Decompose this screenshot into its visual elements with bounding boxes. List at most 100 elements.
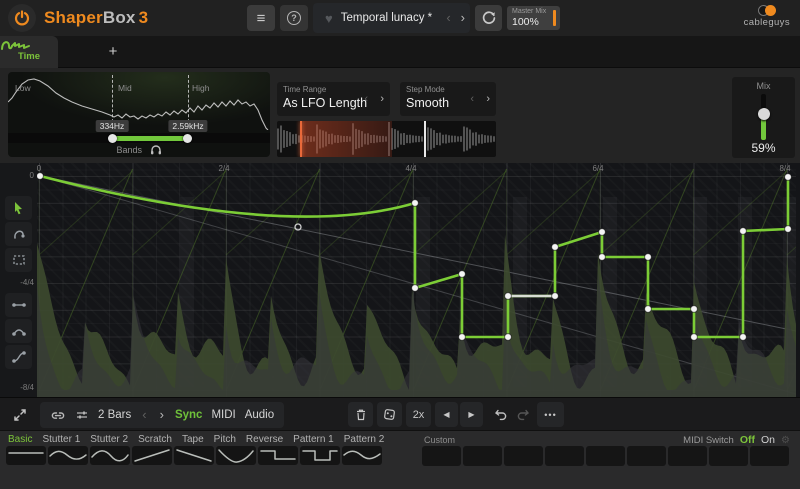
time-range-region[interactable]	[300, 121, 392, 157]
time-range-selector[interactable]: Time Range ‹ › As LFO Length	[277, 82, 390, 116]
lfo-plot-area[interactable]	[37, 163, 796, 397]
trigger-audio-option[interactable]: Audio	[244, 409, 275, 421]
trigger-sync-option[interactable]: Sync	[174, 409, 203, 421]
custom-wave-slot[interactable]	[545, 446, 584, 466]
redo-button[interactable]	[511, 402, 534, 427]
edit-tools-strip	[0, 163, 37, 397]
more-options-button[interactable]: •••	[537, 402, 564, 427]
line-segment-tool-button[interactable]	[5, 293, 32, 317]
s-curve-tool-button[interactable]	[5, 345, 32, 369]
preset-next-button[interactable]: ›	[460, 10, 465, 25]
crossover-low-line[interactable]	[112, 75, 113, 127]
timing-group: 2 Bars ‹ › Sync MIDI Audio	[40, 402, 285, 428]
midi-switch-settings-gear-icon[interactable]: ⚙	[781, 434, 790, 446]
lfo-length-value[interactable]: 2 Bars	[98, 409, 132, 421]
wave-preset-thumb-scratch[interactable]	[132, 446, 172, 465]
crossover-low-freq[interactable]: 334Hz	[95, 120, 129, 132]
add-shaper-button[interactable]: +	[108, 43, 118, 60]
marquee-select-tool-button[interactable]	[5, 248, 32, 272]
wave-preset-label-basic[interactable]: Basic	[8, 434, 33, 445]
power-button[interactable]	[8, 4, 36, 32]
wave-preset-label-tape[interactable]: Tape	[181, 434, 204, 445]
band-split-panel[interactable]: Low Mid High 334Hz 2.59kHz Bands	[8, 72, 270, 157]
menu-button[interactable]: ≡	[247, 5, 275, 31]
step-mode-selector[interactable]: Step Mode ‹ › Smooth	[400, 82, 496, 116]
mix-slider-knob[interactable]	[757, 108, 770, 120]
master-mix-slider[interactable]	[553, 10, 556, 26]
custom-wave-slot[interactable]	[668, 446, 707, 466]
time-range-region-start[interactable]	[300, 121, 302, 157]
link-icon[interactable]	[50, 409, 66, 421]
nudge-left-button[interactable]: ◀	[435, 402, 458, 427]
crossover-high-line[interactable]	[188, 75, 189, 127]
preset-browser[interactable]: ♥ Temporal lunacy * ‹ ›	[313, 3, 470, 33]
step-mode-next[interactable]: ›	[486, 93, 490, 105]
wave-preset-thumb-pitch[interactable]	[216, 446, 256, 465]
randomize-button[interactable]	[377, 402, 402, 427]
custom-wave-slot[interactable]	[504, 446, 543, 466]
midi-switch-on-option[interactable]: On	[761, 434, 776, 446]
headphones-icon[interactable]	[150, 144, 162, 155]
wave-preset-thumb-tape[interactable]	[174, 446, 214, 465]
lfo-curve-canvas[interactable]	[37, 163, 796, 397]
audio-preview-strip[interactable]	[277, 121, 496, 157]
time-range-value[interactable]: As LFO Length	[283, 96, 368, 110]
curve-pen-tool-button[interactable]	[5, 222, 32, 246]
lfo-length-next[interactable]: ›	[159, 407, 164, 422]
wave-preset-thumb-reverse[interactable]	[258, 446, 298, 465]
band-handle-low[interactable]	[108, 133, 117, 143]
favorite-heart-icon[interactable]: ♥	[325, 10, 333, 26]
bands-label: Bands	[116, 145, 142, 155]
wave-preset-label-reverse[interactable]: Reverse	[245, 434, 284, 445]
custom-wave-slot[interactable]	[750, 446, 789, 466]
step-mode-prev[interactable]: ‹	[470, 93, 474, 105]
wave-preset-thumb-basic[interactable]	[6, 446, 46, 465]
wave-preset-thumb-stutter-2[interactable]	[90, 446, 130, 465]
custom-wave-slot[interactable]	[627, 446, 666, 466]
band-range-fill[interactable]	[112, 135, 188, 141]
lfo-settings-icon[interactable]	[75, 409, 89, 421]
brand-logo[interactable]: cableguys	[744, 5, 790, 28]
lfo-length-prev[interactable]: ‹	[142, 407, 147, 422]
master-mix-control[interactable]: Master Mix 100%	[507, 6, 560, 30]
preset-prev-button[interactable]: ‹	[446, 10, 451, 25]
mix-label: Mix	[756, 81, 771, 91]
midi-switch-off-option[interactable]: Off	[739, 434, 756, 446]
custom-wave-slot[interactable]	[709, 446, 748, 466]
wave-preset-label-stutter-1[interactable]: Stutter 1	[42, 434, 81, 445]
pointer-tool-button[interactable]	[5, 196, 32, 220]
preset-name[interactable]: Temporal lunacy *	[340, 12, 433, 24]
mix-panel[interactable]: Mix 59%	[732, 77, 795, 158]
help-button[interactable]: ?	[280, 5, 308, 31]
undo-button[interactable]	[489, 402, 512, 427]
band-range-slider[interactable]	[8, 133, 270, 143]
compare-loop-button[interactable]	[475, 5, 502, 31]
custom-wave-slot[interactable]	[422, 446, 461, 466]
custom-wave-slot[interactable]	[586, 446, 625, 466]
crossover-high-freq[interactable]: 2.59kHz	[168, 120, 208, 132]
wave-preset-thumb-pattern-2[interactable]	[342, 446, 382, 465]
wave-preset-thumb-stutter-1[interactable]	[48, 446, 88, 465]
tab-time[interactable]: Time	[0, 36, 58, 68]
arc-segment-tool-button[interactable]	[5, 319, 32, 343]
fullscreen-expand-button[interactable]	[9, 404, 31, 426]
wave-preset-label-stutter-2[interactable]: Stutter 2	[90, 434, 129, 445]
wave-preset-label-pitch[interactable]: Pitch	[213, 434, 236, 445]
double-pattern-button[interactable]: 2x	[406, 402, 431, 427]
custom-wave-slot[interactable]	[463, 446, 502, 466]
time-range-prev[interactable]: ‹	[364, 93, 368, 105]
time-range-next[interactable]: ›	[380, 93, 384, 105]
step-mode-value[interactable]: Smooth	[406, 96, 450, 110]
redo-icon	[517, 409, 529, 420]
app-name-light: Box	[102, 8, 136, 27]
clear-wave-button[interactable]	[348, 402, 373, 427]
nudge-right-button[interactable]: ▶	[460, 402, 483, 427]
band-handle-high[interactable]	[183, 133, 192, 143]
wave-preset-label-pattern-1[interactable]: Pattern 1	[293, 434, 334, 445]
trigger-midi-option[interactable]: MIDI	[211, 409, 236, 421]
wave-preset-thumb-pattern-1[interactable]	[300, 446, 340, 465]
wave-preset-label-pattern-2[interactable]: Pattern 2	[343, 434, 385, 445]
wave-preset-label-scratch[interactable]: Scratch	[138, 434, 172, 445]
wave-preset-strip: Basic Stutter 1 Stutter 2 Scratch Tape Pitch R…	[0, 430, 800, 489]
